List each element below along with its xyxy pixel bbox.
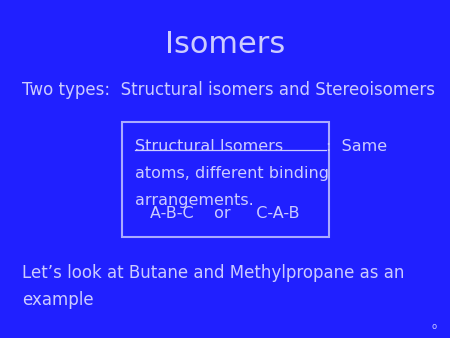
Text: o: o bbox=[432, 322, 436, 331]
Text: Let’s look at Butane and Methylpropane as an: Let’s look at Butane and Methylpropane a… bbox=[22, 264, 405, 282]
Text: arrangements.: arrangements. bbox=[135, 193, 254, 208]
Text: Two types:  Structural isomers and Stereoisomers: Two types: Structural isomers and Stereo… bbox=[22, 81, 436, 99]
Text: Isomers: Isomers bbox=[165, 30, 285, 59]
FancyBboxPatch shape bbox=[122, 122, 328, 237]
Text: :  Same: : Same bbox=[326, 139, 387, 153]
Text: example: example bbox=[22, 291, 94, 309]
Text: A-B-C    or     C-A-B: A-B-C or C-A-B bbox=[150, 207, 300, 221]
Text: Structural Isomers: Structural Isomers bbox=[135, 139, 283, 153]
Text: atoms, different binding: atoms, different binding bbox=[135, 166, 329, 180]
